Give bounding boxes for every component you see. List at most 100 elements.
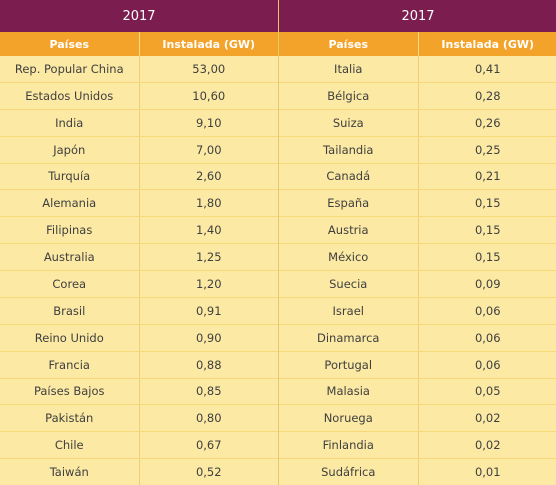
- table-row: Malasia 0,05: [279, 378, 556, 406]
- left-table: 2017 Países Instalada (GW) Rep. Popular …: [0, 0, 278, 485]
- year-title-right: 2017: [279, 0, 556, 32]
- table-row: Brasil 0,91: [0, 297, 279, 325]
- header-row-left: Países Instalada (GW): [0, 32, 278, 56]
- table-row: Alemania 1,80: [0, 190, 279, 218]
- rows-right: Italia 0,41 Bélgica 0,28 Suiza 0,26 Tailandia 0…: [279, 56, 556, 485]
- country-cell: Italia: [334, 61, 363, 76]
- capacity-cell: 0,91: [138, 297, 279, 324]
- year-title-left: 2017: [0, 0, 278, 32]
- country-cell: Portugal: [324, 357, 373, 372]
- table-row: Noruega 0,02: [279, 405, 556, 433]
- table-row: Japón 7,00: [0, 136, 279, 164]
- table-row: Portugal 0,06: [279, 351, 556, 379]
- table-row: Pakistán 0,80: [0, 405, 279, 433]
- capacity-cell: 0,67: [138, 432, 279, 459]
- capacity-cell: 1,80: [138, 190, 279, 217]
- table-row: Reino Unido 0,90: [0, 324, 279, 352]
- capacity-cell: 0,85: [138, 378, 279, 405]
- table-row: Rep. Popular China 53,00: [0, 56, 278, 83]
- country-cell: Japón: [53, 142, 86, 157]
- rows-left: Rep. Popular China 53,00 Estados Unidos 10,…: [0, 56, 278, 485]
- table-row: Suiza 0,26: [279, 109, 556, 137]
- country-cell: Suiza: [332, 115, 364, 130]
- country-cell: Pakistán: [45, 411, 94, 426]
- capacity-cell: 2,60: [138, 163, 279, 190]
- capacity-cell: 0,02: [417, 432, 556, 459]
- capacity-cell: 1,40: [138, 217, 279, 244]
- table-row: Suecia 0,09: [279, 271, 556, 298]
- country-cell: Bélgica: [327, 88, 370, 103]
- capacity-cell: 0,41: [417, 56, 556, 82]
- capacity-cell: 0,80: [138, 405, 279, 432]
- capacity-cell: 0,02: [417, 405, 556, 432]
- table-row: Dinamarca 0,06: [279, 324, 556, 352]
- country-cell: Israel: [332, 303, 364, 318]
- country-cell: India: [55, 115, 84, 130]
- table-row: India 9,10: [0, 109, 279, 137]
- capacity-cell: 0,05: [417, 378, 556, 405]
- country-cell: Austria: [327, 223, 369, 238]
- capacity-cell: 10,60: [138, 82, 279, 109]
- country-cell: Rep. Popular China: [14, 61, 124, 76]
- table-row: Países Bajos 0,85: [0, 378, 279, 406]
- capacity-cell: 0,15: [417, 190, 556, 217]
- table-row: Italia 0,41: [279, 56, 556, 83]
- capacity-cell: 9,10: [138, 109, 279, 136]
- capacity-cell: 0,21: [417, 163, 556, 190]
- capacity-cell: 0,06: [417, 351, 556, 378]
- capacity-cell: 0,06: [417, 324, 556, 351]
- country-cell: Taiwán: [49, 465, 89, 480]
- country-cell: México: [328, 250, 369, 265]
- country-cell: Dinamarca: [317, 330, 380, 345]
- capacity-cell: 53,00: [138, 56, 279, 82]
- country-cell: Malasia: [326, 384, 370, 399]
- table-row: Israel 0,06: [279, 297, 556, 325]
- table-row: Finlandia 0,02: [279, 432, 556, 460]
- header-row-right: Países Instalada (GW): [279, 32, 556, 56]
- country-cell: Suecia: [329, 276, 368, 291]
- table-row: Bélgica 0,28: [279, 82, 556, 110]
- country-cell: Noruega: [323, 411, 373, 426]
- country-cell: Chile: [54, 438, 84, 453]
- capacity-cell: 0,15: [417, 244, 556, 270]
- table-row: Austria 0,15: [279, 217, 556, 245]
- country-cell: Francia: [48, 357, 90, 372]
- table-row: Chile 0,67: [0, 432, 279, 460]
- country-cell: Australia: [43, 250, 95, 265]
- capacity-cell: 1,25: [138, 244, 279, 270]
- header-capacity-left: Instalada (GW): [138, 32, 279, 56]
- country-cell: Canadá: [326, 169, 371, 184]
- header-capacity-right: Instalada (GW): [417, 32, 556, 56]
- header-countries-right: Países: [328, 37, 368, 51]
- header-countries-left: Países: [49, 37, 89, 51]
- capacity-cell: 0,25: [417, 136, 556, 163]
- table-row: Sudáfrica 0,01: [279, 459, 556, 485]
- table-row: España 0,15: [279, 190, 556, 218]
- table-row: Canadá 0,21: [279, 163, 556, 191]
- table-row: Tailandia 0,25: [279, 136, 556, 164]
- table-row: Taiwán 0,52: [0, 459, 278, 485]
- right-table: 2017 Países Instalada (GW) Italia 0,41 Bél…: [278, 0, 556, 485]
- capacity-cell: 0,52: [138, 459, 279, 485]
- capacity-cell: 0,09: [417, 271, 556, 297]
- capacity-cell: 0,90: [138, 324, 279, 351]
- country-cell: Filipinas: [46, 223, 93, 238]
- country-cell: Estados Unidos: [25, 88, 114, 103]
- country-cell: Reino Unido: [34, 330, 104, 345]
- capacity-cell: 7,00: [138, 136, 279, 163]
- capacity-cell: 0,28: [417, 82, 556, 109]
- table-row: México 0,15: [279, 244, 556, 271]
- capacity-cell: 0,06: [417, 297, 556, 324]
- country-cell: Alemania: [42, 196, 97, 211]
- country-cell: Finlandia: [322, 438, 374, 453]
- country-cell: Tailandia: [323, 142, 374, 157]
- capacity-cell: 0,01: [417, 459, 556, 485]
- table-row: Estados Unidos 10,60: [0, 82, 279, 110]
- table-row: Turquía 2,60: [0, 163, 279, 191]
- capacity-cell: 0,88: [138, 351, 279, 378]
- country-cell: Brasil: [53, 303, 86, 318]
- capacity-cell: 0,26: [417, 109, 556, 136]
- country-cell: Turquía: [48, 169, 91, 184]
- capacity-cell: 0,15: [417, 217, 556, 244]
